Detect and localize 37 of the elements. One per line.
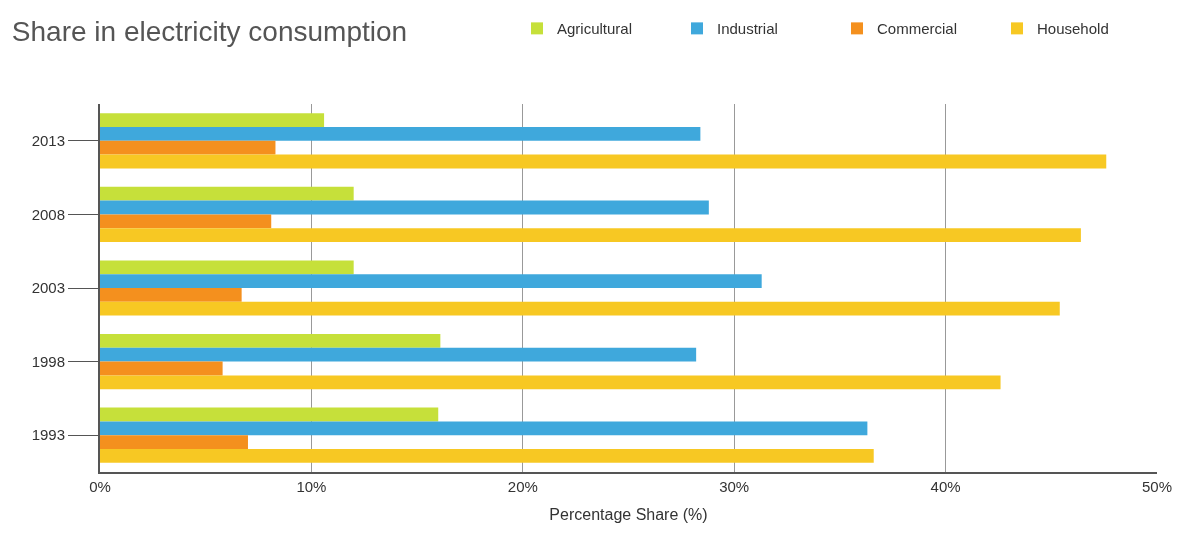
bar: [100, 113, 325, 127]
bar: [100, 214, 272, 229]
bar: [100, 375, 1001, 390]
y-tick-label: 1998: [31, 352, 65, 370]
x-tick-label: 30%: [719, 478, 750, 495]
legend-label: Commercial: [877, 20, 958, 38]
bar: [100, 274, 762, 288]
bar: [100, 154, 1107, 169]
x-axis-title: Percentage Share (%): [549, 506, 708, 524]
bar: [100, 140, 276, 155]
bar: [100, 407, 439, 422]
bar: [100, 260, 354, 275]
bar: [100, 449, 874, 463]
bar: [100, 200, 709, 215]
y-tick-label: 2013: [31, 132, 65, 150]
x-tick-label: 10%: [296, 478, 327, 495]
bar: [100, 127, 701, 141]
bar: [100, 361, 223, 376]
bar: [100, 435, 248, 449]
bar: [100, 421, 868, 436]
legend-label: Industrial: [717, 20, 778, 38]
legend-label: Agricultural: [557, 20, 633, 38]
y-tick-label: 2008: [31, 205, 65, 223]
x-tick-label: 50%: [1141, 478, 1173, 495]
bar: [100, 186, 354, 201]
bar: [100, 301, 1060, 316]
chart-title: Share in electricity consumption: [11, 15, 408, 47]
y-tick-label: 1993: [31, 426, 65, 444]
bar: [100, 288, 242, 302]
bar: [100, 347, 697, 362]
y-tick-label: 2003: [31, 279, 65, 297]
legend-label: Household: [1037, 20, 1109, 38]
x-tick-label: 40%: [930, 478, 961, 495]
x-tick-label: 0%: [89, 478, 111, 495]
x-tick-label: 20%: [507, 478, 538, 495]
bar: [100, 334, 441, 348]
bar: [100, 228, 1081, 242]
